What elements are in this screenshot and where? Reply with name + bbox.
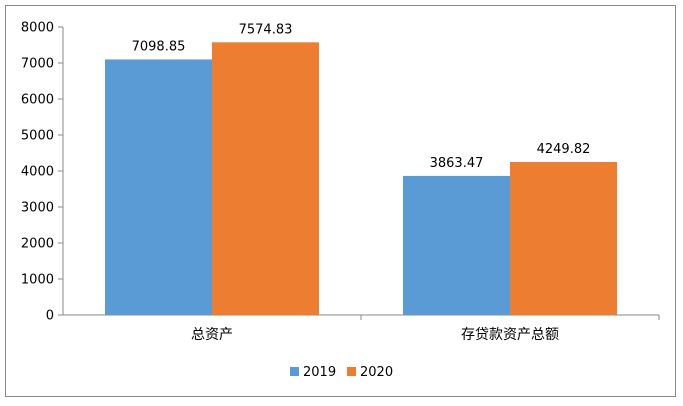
y-tick-label: 7000 <box>21 57 54 72</box>
y-tick-label: 4000 <box>21 165 54 180</box>
bar-2020-1 <box>510 162 617 315</box>
legend-label-2020: 2020 <box>360 365 393 380</box>
bars <box>105 42 617 315</box>
data-label-2019-0: 7098.85 <box>132 39 186 54</box>
y-tick-label: 0 <box>46 309 54 324</box>
y-tick-label: 3000 <box>21 201 54 216</box>
data-label-2019-1: 3863.47 <box>430 156 484 171</box>
bar-2019-1 <box>403 175 510 315</box>
legend-label-2019: 2019 <box>303 365 336 380</box>
data-label-2020-1: 4249.82 <box>537 142 591 157</box>
y-tick-label: 1000 <box>21 273 54 288</box>
legend-swatch-2019 <box>290 367 299 376</box>
data-label-2020-0: 7574.83 <box>239 22 293 37</box>
x-axis-categories: 总资产 存贷款资产总额 <box>191 327 559 343</box>
y-tick-label: 8000 <box>21 21 54 36</box>
category-label-0: 总资产 <box>191 327 233 343</box>
bar-2019-0 <box>105 59 212 315</box>
legend: 2019 2020 <box>290 365 393 380</box>
bar-2020-0 <box>212 42 319 315</box>
y-tick-label: 2000 <box>21 237 54 252</box>
y-tick-label: 6000 <box>21 93 54 108</box>
data-labels: 7098.85 7574.83 3863.47 4249.82 <box>132 22 591 171</box>
y-axis-ticks: 0 1000 2000 3000 4000 5000 6000 7000 8000 <box>21 21 63 324</box>
y-tick-label: 5000 <box>21 129 54 144</box>
category-label-1: 存贷款资产总额 <box>461 327 559 343</box>
legend-swatch-2020 <box>347 367 356 376</box>
